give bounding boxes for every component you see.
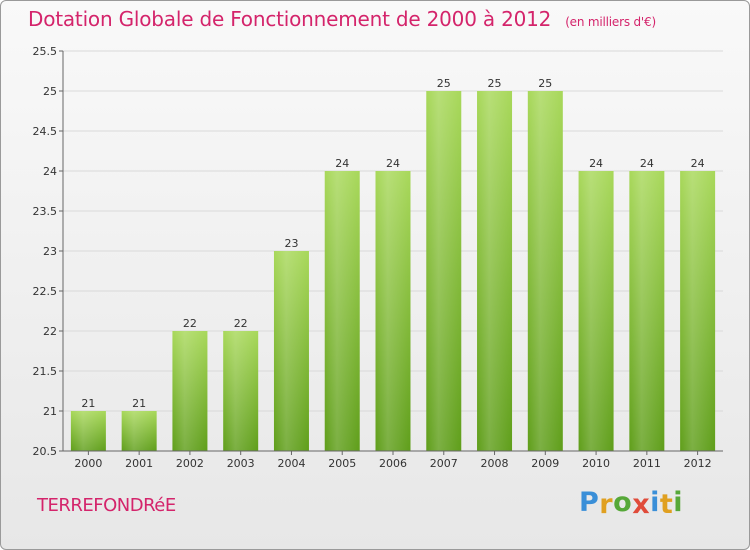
x-tick-label: 2010 xyxy=(582,457,610,470)
y-tick-label: 22.5 xyxy=(33,285,58,298)
y-tick-label: 25.5 xyxy=(33,45,58,58)
x-tick-label: 2009 xyxy=(531,457,559,470)
bar-highlight xyxy=(223,331,259,451)
data-label: 24 xyxy=(589,157,603,170)
data-label: 21 xyxy=(132,397,146,410)
bar-highlight xyxy=(426,91,462,451)
chart-title: Dotation Globale de Fonctionnement de 20… xyxy=(28,7,656,31)
bar-highlight xyxy=(680,171,716,451)
logo-letter: x xyxy=(632,489,651,520)
commune-name: TERREFONDRéE xyxy=(37,495,176,516)
y-tick-label: 23.5 xyxy=(33,205,58,218)
logo-letter: r xyxy=(599,489,614,520)
x-tick-label: 2006 xyxy=(379,457,407,470)
bar-highlight xyxy=(172,331,208,451)
y-tick-label: 21.5 xyxy=(33,365,58,378)
y-tick-label: 24.5 xyxy=(33,125,58,138)
x-tick-label: 2000 xyxy=(74,457,102,470)
data-label: 21 xyxy=(81,397,95,410)
data-label: 24 xyxy=(691,157,705,170)
data-label: 24 xyxy=(386,157,400,170)
bar-highlight xyxy=(629,171,665,451)
x-tick-label: 2007 xyxy=(430,457,458,470)
bar-highlight xyxy=(70,411,106,451)
x-tick-label: 2004 xyxy=(277,457,305,470)
x-tick-label: 2003 xyxy=(227,457,255,470)
bar-highlight xyxy=(324,171,360,451)
logo-letter: i xyxy=(650,487,660,518)
proxiti-logo: Proxiti xyxy=(579,487,684,520)
title-text: Dotation Globale de Fonctionnement de 20… xyxy=(28,7,552,31)
logo-letter: t xyxy=(659,489,674,520)
bar-highlight xyxy=(375,171,411,451)
logo-letter: P xyxy=(579,487,600,518)
y-tick-label: 20.5 xyxy=(33,445,58,458)
data-label: 22 xyxy=(183,317,197,330)
y-tick-label: 21 xyxy=(43,405,57,418)
bar-highlight xyxy=(578,171,614,451)
data-label: 24 xyxy=(640,157,654,170)
x-tick-label: 2012 xyxy=(684,457,712,470)
data-label: 25 xyxy=(437,77,451,90)
data-label: 25 xyxy=(538,77,552,90)
x-tick-label: 2001 xyxy=(125,457,153,470)
x-tick-label: 2008 xyxy=(481,457,509,470)
y-tick-label: 24 xyxy=(43,165,57,178)
bars-layer: 21 21 22 22 23 24 24 25 25 25 24 24 24 xyxy=(70,77,716,451)
bar-highlight xyxy=(273,251,309,451)
data-label: 23 xyxy=(284,237,298,250)
data-label: 22 xyxy=(234,317,248,330)
x-tick-label: 2002 xyxy=(176,457,204,470)
x-tick-label: 2011 xyxy=(633,457,661,470)
bar-highlight xyxy=(527,91,563,451)
data-label: 24 xyxy=(335,157,349,170)
y-tick-label: 22 xyxy=(43,325,57,338)
data-label: 25 xyxy=(488,77,502,90)
bar-highlight xyxy=(121,411,157,451)
y-tick-label: 23 xyxy=(43,245,57,258)
logo-letter: o xyxy=(613,487,633,518)
x-tick-label: 2005 xyxy=(328,457,356,470)
y-tick-label: 25 xyxy=(43,85,57,98)
logo-letter: i xyxy=(673,487,684,518)
axis-layer: 20.5 21 21.5 22 22.5 23 23.5 24 24.5 25 25.5 2000 20… xyxy=(33,45,723,470)
unit-note: (en milliers d'€) xyxy=(565,15,656,29)
bar-highlight xyxy=(477,91,513,451)
